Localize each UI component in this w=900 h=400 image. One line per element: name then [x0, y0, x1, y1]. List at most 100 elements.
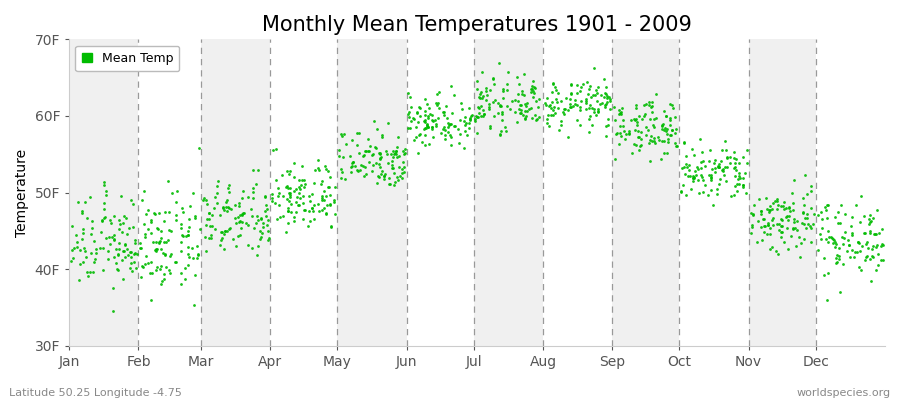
- Point: [727, 165, 742, 171]
- Point: [581, 104, 596, 111]
- Point: [345, 137, 359, 144]
- Point: [518, 71, 532, 78]
- Point: [374, 168, 389, 174]
- Point: [860, 239, 874, 245]
- Point: [76, 230, 90, 236]
- Point: [128, 240, 142, 246]
- Point: [728, 156, 742, 162]
- Point: [372, 174, 386, 180]
- Point: [803, 223, 817, 230]
- Point: [122, 249, 137, 255]
- Point: [291, 201, 305, 208]
- Point: [796, 221, 811, 228]
- Point: [488, 96, 502, 103]
- Point: [150, 225, 165, 232]
- Point: [297, 177, 311, 184]
- Point: [153, 234, 167, 241]
- Point: [641, 126, 655, 133]
- Point: [124, 197, 139, 203]
- Point: [704, 174, 718, 181]
- Point: [85, 224, 99, 231]
- Point: [772, 226, 787, 233]
- Point: [245, 245, 259, 251]
- Point: [704, 172, 718, 178]
- Point: [845, 231, 859, 238]
- Point: [278, 184, 293, 191]
- Point: [139, 252, 153, 259]
- Point: [756, 215, 770, 222]
- Point: [418, 124, 432, 131]
- Point: [75, 236, 89, 242]
- Point: [216, 204, 230, 210]
- Point: [639, 132, 653, 138]
- Point: [118, 254, 132, 260]
- Point: [583, 83, 598, 89]
- Point: [162, 267, 176, 273]
- Point: [137, 220, 151, 227]
- Point: [509, 119, 524, 125]
- Point: [343, 153, 357, 160]
- Point: [814, 236, 828, 242]
- Point: [162, 208, 176, 215]
- Point: [178, 264, 193, 271]
- Point: [112, 217, 126, 224]
- Point: [253, 236, 267, 242]
- Point: [228, 202, 242, 209]
- Point: [740, 160, 754, 166]
- Point: [584, 94, 598, 101]
- Point: [371, 172, 385, 179]
- Point: [781, 217, 796, 223]
- Point: [732, 170, 746, 177]
- Point: [397, 168, 411, 175]
- Point: [322, 200, 337, 207]
- Point: [852, 248, 867, 254]
- Point: [335, 168, 349, 175]
- Point: [744, 210, 759, 216]
- Point: [397, 151, 411, 157]
- Point: [660, 126, 674, 132]
- Point: [403, 94, 418, 100]
- Point: [207, 205, 221, 212]
- Point: [766, 215, 780, 221]
- Point: [743, 229, 758, 236]
- Point: [835, 261, 850, 267]
- Point: [868, 244, 883, 250]
- Point: [570, 117, 584, 124]
- Point: [588, 92, 602, 98]
- Point: [773, 234, 788, 240]
- Point: [302, 193, 317, 200]
- Point: [137, 187, 151, 194]
- Point: [848, 248, 862, 255]
- Point: [283, 184, 297, 191]
- Point: [154, 263, 168, 269]
- Point: [384, 165, 399, 172]
- Point: [757, 222, 771, 229]
- Point: [592, 101, 607, 107]
- Point: [762, 202, 777, 209]
- Point: [511, 80, 526, 87]
- Point: [308, 167, 322, 173]
- Point: [289, 186, 303, 193]
- Point: [796, 236, 811, 243]
- Point: [298, 181, 312, 188]
- Point: [863, 219, 878, 225]
- Point: [804, 182, 818, 189]
- Point: [828, 241, 842, 248]
- Point: [815, 224, 830, 231]
- Point: [438, 136, 453, 142]
- Point: [140, 260, 155, 266]
- Point: [94, 218, 109, 224]
- Point: [520, 99, 535, 106]
- Point: [644, 104, 659, 110]
- Point: [375, 132, 390, 138]
- Point: [320, 202, 334, 209]
- Point: [547, 104, 562, 110]
- Point: [267, 200, 282, 206]
- Point: [464, 113, 479, 119]
- Point: [112, 246, 126, 252]
- Point: [762, 230, 777, 237]
- Point: [315, 207, 329, 214]
- Point: [292, 195, 307, 201]
- Point: [356, 173, 371, 180]
- Point: [876, 242, 890, 248]
